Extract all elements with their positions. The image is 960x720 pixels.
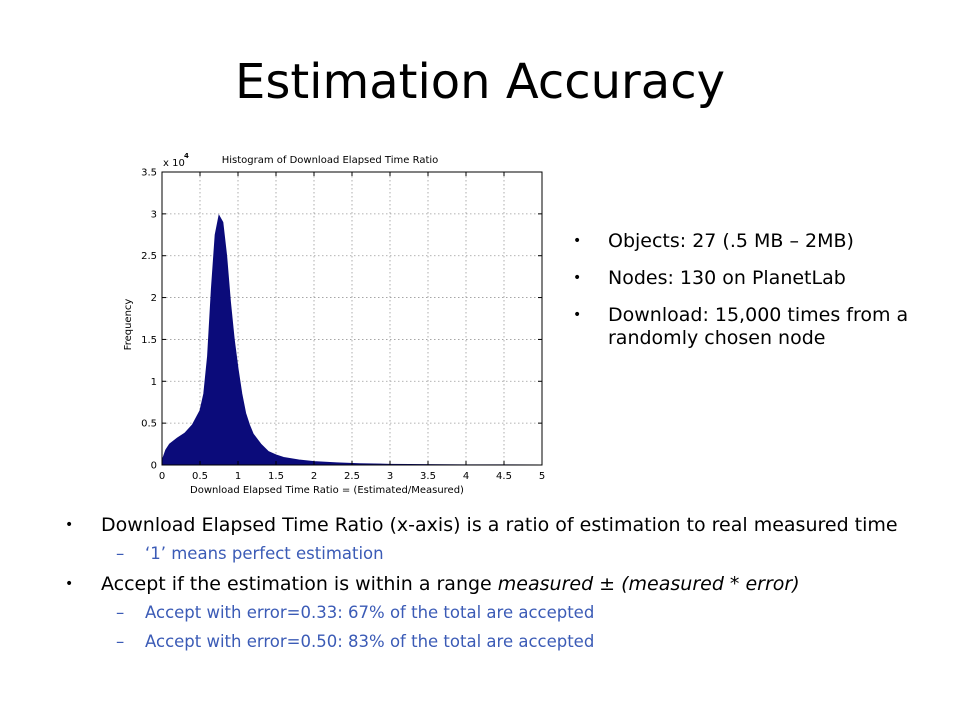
x-tick-label: 5: [539, 471, 545, 482]
bottom-bullet-text: Accept if the estimation is within a ran…: [101, 573, 498, 595]
sub-bullet-text: Accept with error=0.50: 83% of the total…: [145, 632, 595, 651]
histogram-svg: 0 0.5 1 1.5 2 2.5 3 3.5 4 4.5 5 0 0.5 1 1.5 2 2.5 3 3.5 x 1…: [123, 152, 545, 496]
y-tick-label: 3.5: [141, 168, 157, 179]
y-exponent: 4: [184, 152, 189, 160]
y-tick-label: 3: [151, 209, 157, 220]
x-tick-label: 0.5: [192, 471, 208, 482]
bottom-bullet-italic: measured ± (measured * error): [497, 573, 800, 595]
bottom-bullet-accept: • Accept if the estimation is within a r…: [62, 573, 942, 595]
bullet-icon: •: [65, 517, 74, 533]
x-axis-label: Download Elapsed Time Ratio = (Estimated…: [190, 485, 464, 496]
histogram-chart: 0 0.5 1 1.5 2 2.5 3 3.5 4 4.5 5 0 0.5 1 1.5 2 2.5 3 3.5 x 1…: [118, 140, 558, 506]
x-tick-label: 4: [463, 471, 469, 482]
right-bullet-text: Nodes: 130 on PlanetLab: [608, 267, 846, 289]
x-tick-label: 1: [235, 471, 241, 482]
bullet-icon: •: [573, 270, 582, 286]
slide-title: Estimation Accuracy: [234, 54, 725, 110]
y-tick-label: 1: [151, 377, 157, 388]
y-tick-label: 2: [151, 293, 157, 304]
dash-icon: –: [116, 603, 125, 622]
sub-bullet-perfect: – ‘1’ means perfect estimation: [62, 544, 942, 564]
bottom-bullet-list: • Download Elapsed Time Ratio (x-axis) i…: [62, 514, 942, 661]
right-bullet-list: • Objects: 27 (.5 MB – 2MB) • Nodes: 130 o…: [570, 230, 955, 364]
sub-bullet-error-050: – Accept with error=0.50: 83% of the tot…: [62, 632, 942, 652]
x-tick-label: 1.5: [268, 471, 284, 482]
y-axis-label: Frequency: [123, 299, 134, 351]
bullet-icon: •: [573, 233, 582, 249]
right-bullet-nodes: • Nodes: 130 on PlanetLab: [570, 267, 955, 290]
x-tick-label: 4.5: [496, 471, 512, 482]
x-tick-label: 2.5: [344, 471, 360, 482]
x-tick-label: 0: [159, 471, 165, 482]
sub-bullet-text: Accept with error=0.33: 67% of the total…: [145, 603, 595, 622]
chart-title: Histogram of Download Elapsed Time Ratio: [222, 155, 439, 166]
y-tick-label: 0.5: [141, 419, 157, 430]
right-bullet-objects: • Objects: 27 (.5 MB – 2MB): [570, 230, 955, 253]
x-tick-label: 3: [387, 471, 393, 482]
x-tick-label: 3.5: [420, 471, 436, 482]
x-tick-label: 2: [311, 471, 317, 482]
right-bullet-text: Download: 15,000 times from a randomly c…: [608, 304, 909, 349]
bottom-bullet-ratio: • Download Elapsed Time Ratio (x-axis) i…: [62, 514, 942, 536]
bullet-icon: •: [65, 576, 74, 592]
histogram-area: [161, 214, 543, 466]
sub-bullet-text: ‘1’ means perfect estimation: [145, 544, 384, 563]
dash-icon: –: [116, 544, 125, 563]
right-bullet-download: • Download: 15,000 times from a randomly …: [570, 304, 955, 350]
right-bullet-text: Objects: 27 (.5 MB – 2MB): [608, 230, 854, 252]
dash-icon: –: [116, 632, 125, 651]
bullet-icon: •: [573, 307, 582, 323]
bottom-bullet-text: Download Elapsed Time Ratio (x-axis) is …: [101, 514, 898, 536]
sub-bullet-error-033: – Accept with error=0.33: 67% of the tot…: [62, 603, 942, 623]
y-tick-label: 1.5: [141, 335, 157, 346]
y-multiplier: x 10: [163, 158, 185, 169]
y-tick-label: 2.5: [141, 251, 157, 262]
y-tick-label: 0: [151, 461, 157, 472]
